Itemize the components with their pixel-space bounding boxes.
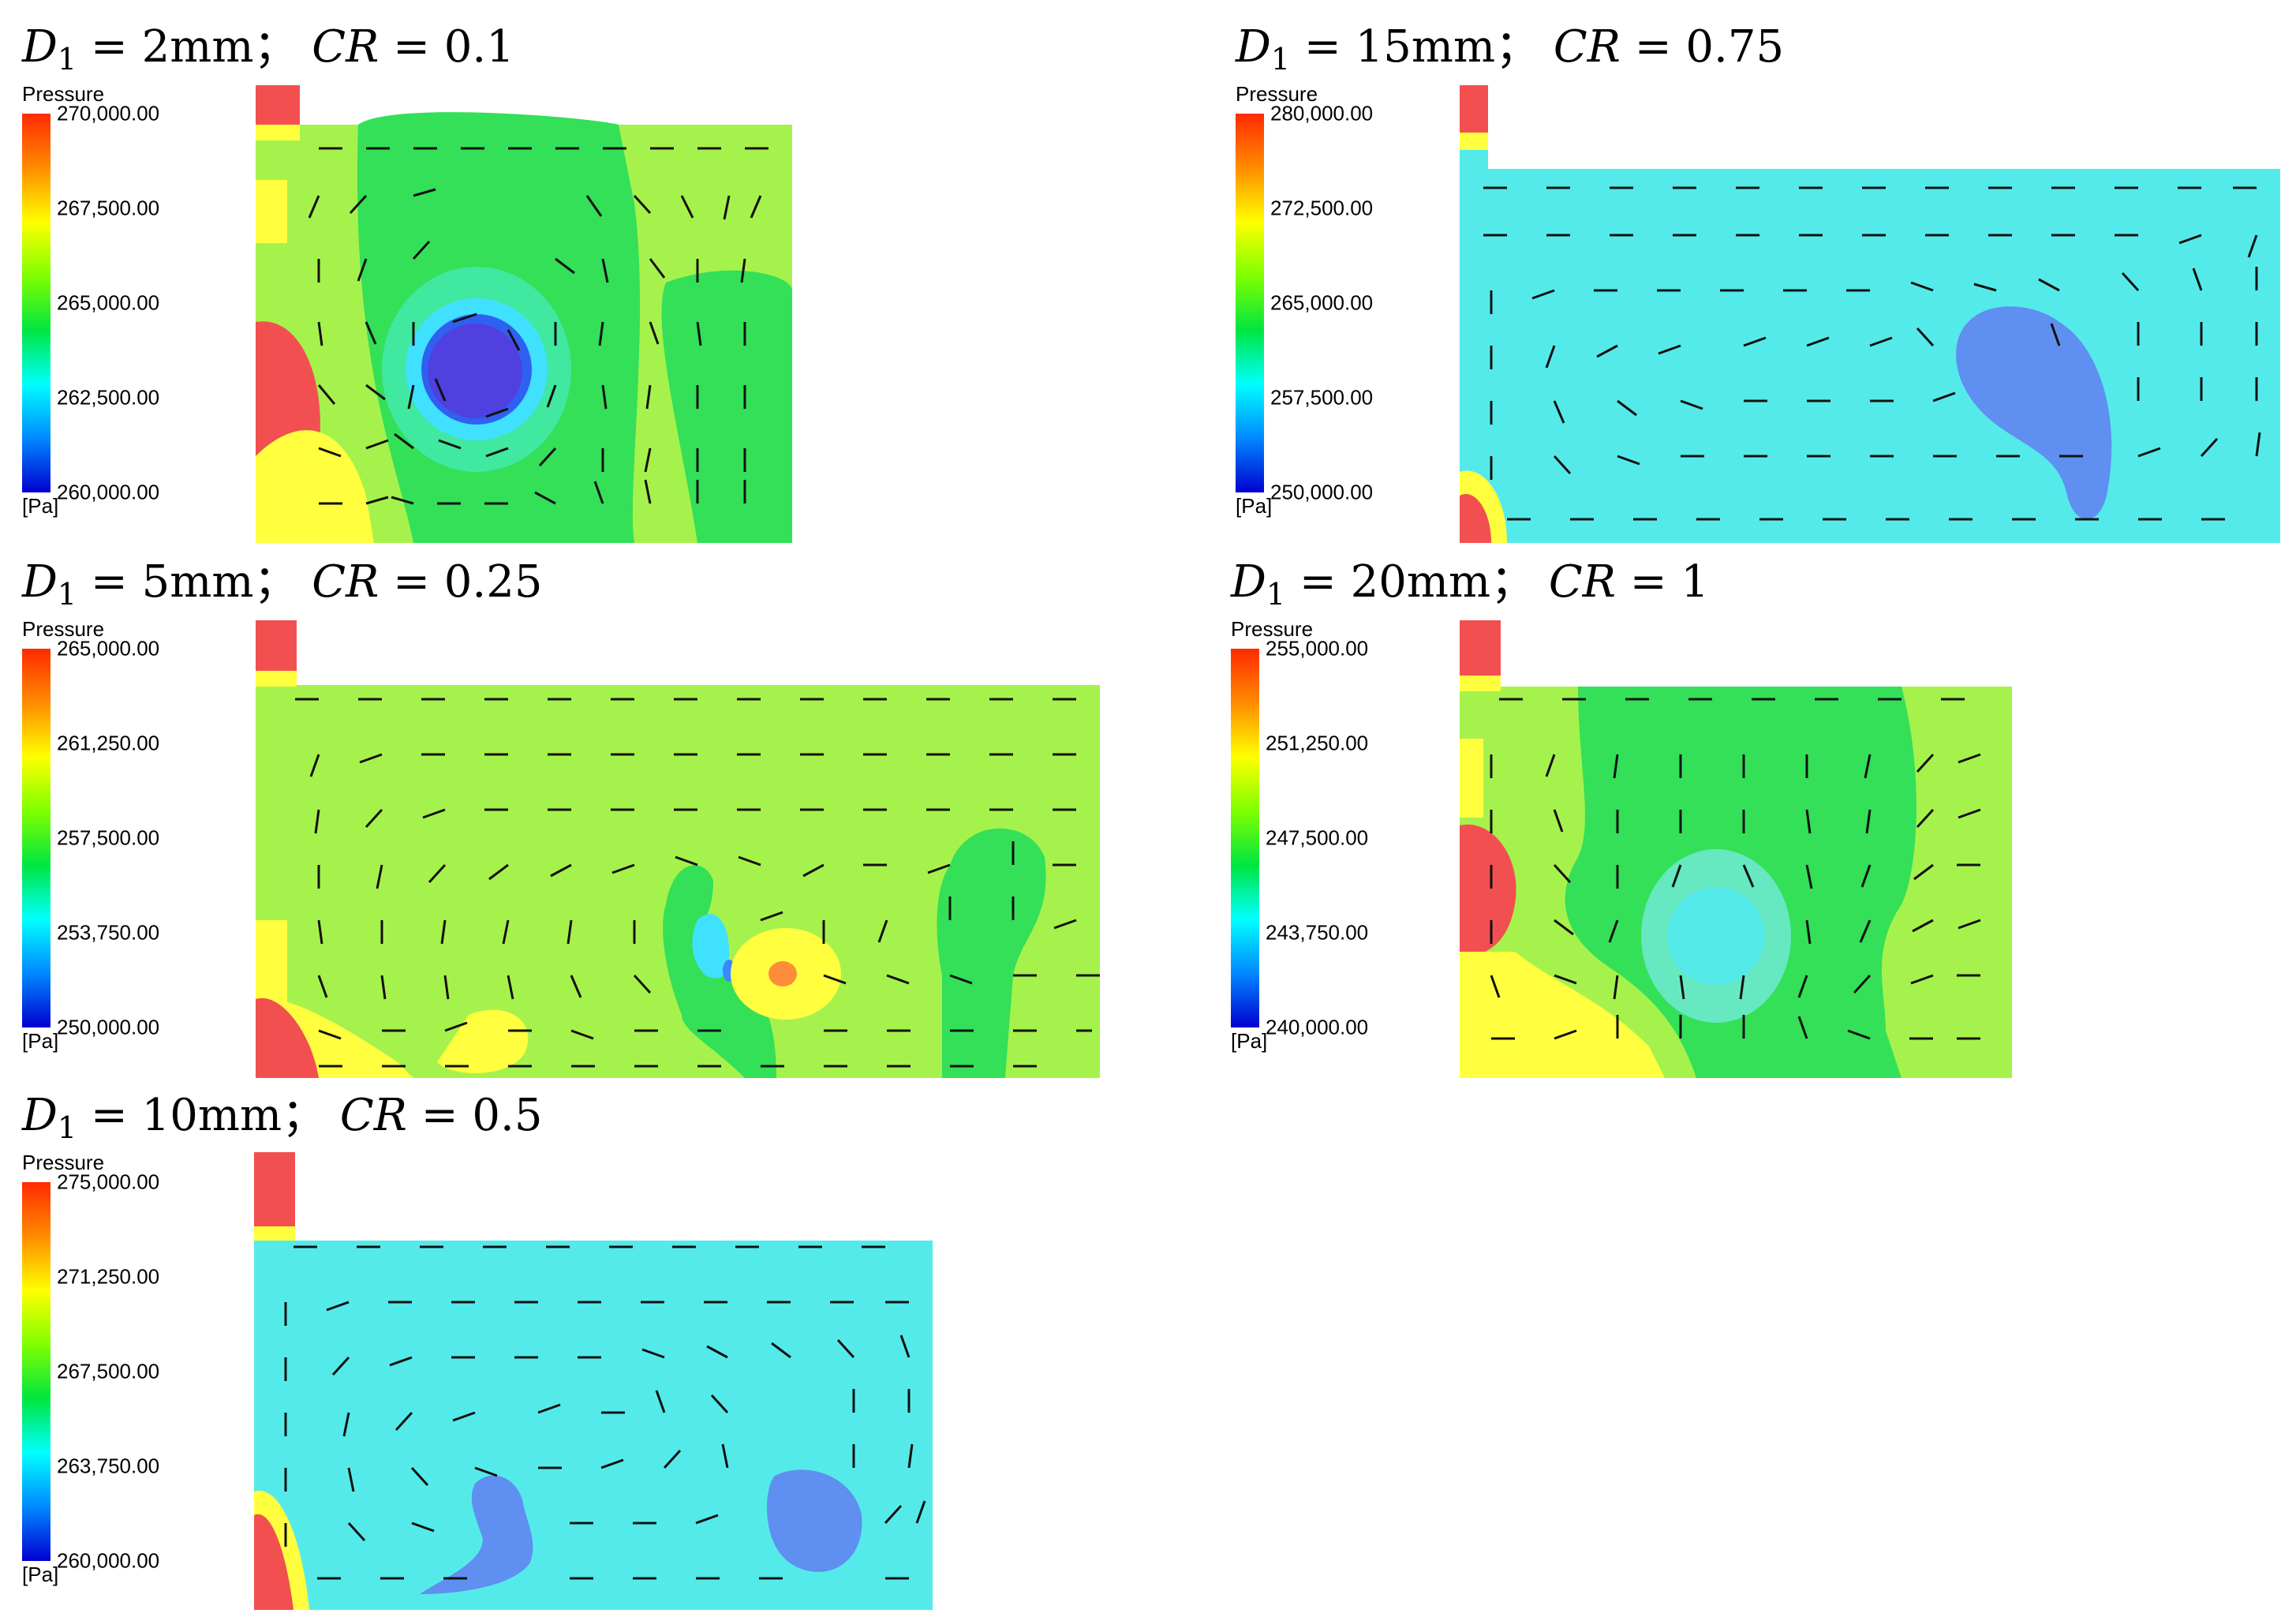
pressure-legend: Pressure 275,000.00 271,250.00 267,500.0…	[22, 1151, 259, 1608]
legend-colorbar	[1236, 114, 1264, 492]
pressure-legend: Pressure 280,000.00 272,500.00 265,000.0…	[1236, 82, 1472, 540]
legend-title: Pressure	[1236, 82, 1318, 106]
legend-tick: 267,500.00	[57, 1359, 160, 1383]
legend-colorbar	[22, 649, 50, 1027]
pressure-field-d1-15mm	[1460, 85, 2280, 543]
legend-unit: [Pa]	[22, 1029, 59, 1053]
pressure-legend: Pressure 270,000.00 267,500.00 265,000.0…	[22, 82, 259, 540]
legend-tick: 267,500.00	[57, 196, 160, 220]
legend-tick: 260,000.00	[57, 480, 160, 504]
velocity-vectors	[284, 1245, 926, 1580]
pressure-field-d1-5mm	[256, 620, 1100, 1078]
legend-tick: 255,000.00	[1266, 636, 1369, 661]
legend-tick: 257,500.00	[1270, 385, 1374, 410]
panel-title: D1 = 20mm； CR = 1	[1231, 556, 1710, 612]
pressure-field-d1-20mm	[1460, 620, 2012, 1078]
velocity-vectors	[1490, 698, 1981, 1040]
legend-unit: [Pa]	[22, 1563, 59, 1586]
legend-tick: 265,000.00	[57, 636, 160, 661]
pressure-legend: Pressure 265,000.00 261,250.00 257,500.0…	[22, 617, 259, 1075]
legend-colorbar	[22, 1182, 50, 1561]
velocity-vectors	[295, 698, 1100, 1068]
legend-colorbar	[1231, 649, 1259, 1027]
panel-title: D1 = 5mm； CR = 0.25	[22, 556, 543, 612]
legend-tick: 270,000.00	[57, 101, 160, 125]
legend-tick: 260,000.00	[57, 1548, 160, 1573]
legend-tick: 271,250.00	[57, 1264, 160, 1289]
pressure-field-d1-10mm	[254, 1152, 933, 1610]
legend-tick: 247,500.00	[1266, 825, 1369, 850]
legend-unit: [Pa]	[22, 494, 59, 518]
legend-tick: 265,000.00	[57, 290, 160, 315]
legend-unit: [Pa]	[1231, 1029, 1268, 1053]
velocity-vectors	[1483, 186, 2261, 521]
legend-unit: [Pa]	[1236, 494, 1273, 518]
legend-colorbar	[22, 114, 50, 492]
legend-tick: 251,250.00	[1266, 731, 1369, 755]
panel-title: D1 = 15mm； CR = 0.75	[1236, 21, 1785, 77]
legend-tick: 243,750.00	[1266, 920, 1369, 945]
legend-tick: 250,000.00	[57, 1015, 160, 1039]
legend-tick: 263,750.00	[57, 1454, 160, 1478]
panel-title: D1 = 2mm； CR = 0.1	[22, 21, 514, 77]
pressure-legend: Pressure 255,000.00 251,250.00 247,500.0…	[1231, 617, 1468, 1075]
legend-tick: 275,000.00	[57, 1170, 160, 1194]
legend-title: Pressure	[1231, 617, 1314, 641]
legend-tick: 280,000.00	[1270, 101, 1374, 125]
legend-title: Pressure	[22, 82, 105, 106]
legend-tick: 257,500.00	[57, 825, 160, 850]
pressure-field-d1-2mm	[256, 85, 792, 543]
legend-title: Pressure	[22, 617, 105, 641]
panel-title: D1 = 10mm； CR = 0.5	[22, 1090, 543, 1146]
legend-tick: 253,750.00	[57, 920, 160, 945]
legend-title: Pressure	[22, 1151, 105, 1174]
legend-tick: 262,500.00	[57, 385, 160, 410]
velocity-vectors	[308, 147, 768, 505]
legend-tick: 261,250.00	[57, 731, 160, 755]
legend-tick: 250,000.00	[1270, 480, 1374, 504]
legend-tick: 272,500.00	[1270, 196, 1374, 220]
legend-tick: 240,000.00	[1266, 1015, 1369, 1039]
legend-tick: 265,000.00	[1270, 290, 1374, 315]
